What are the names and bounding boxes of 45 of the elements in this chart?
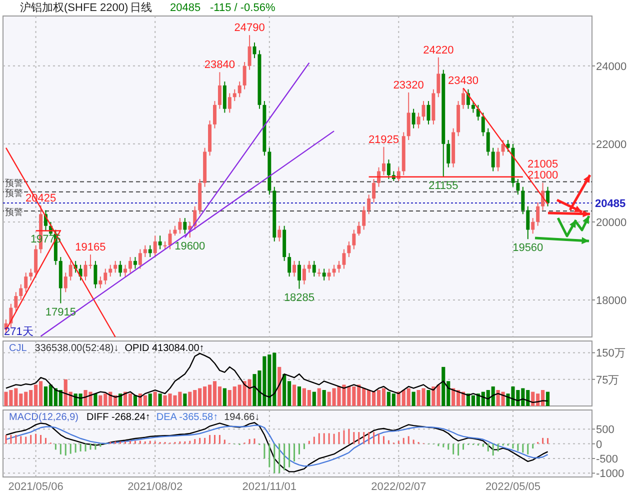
chart-title: 沪铝加权(SHFE 2200): [20, 1, 128, 14]
y-tick-label: 24000: [596, 60, 627, 73]
y-tick-label: 20000: [596, 216, 627, 229]
y-tick-label: 75万: [596, 374, 620, 386]
text: DEA -365.58↑: [156, 412, 218, 423]
annotation: 21005: [527, 158, 558, 171]
annotation: 21000: [527, 170, 558, 182]
y-tick-label: -1000: [596, 468, 624, 480]
text: OPID 413084.00↑: [124, 343, 204, 354]
y-tick-label: 500: [596, 424, 614, 436]
x-tick-label: 2022/05/05: [485, 481, 540, 493]
annotation: 21925: [368, 134, 400, 146]
y-tick-label: 22000: [596, 138, 627, 151]
annotation: 336538.00(52:48)↓: [34, 343, 119, 354]
annotation: 21155: [428, 180, 458, 192]
x-tick-label: 2021/08/02: [128, 481, 183, 493]
ref-line-label: 20485: [595, 198, 626, 210]
y-tick-label: 18000: [596, 294, 627, 307]
y-tick-label: 150万: [596, 348, 626, 360]
ref-line-label: 预警: [5, 178, 23, 188]
annotation: 17915: [45, 306, 76, 318]
annotation: 23320: [393, 79, 424, 92]
annotation: 19560: [512, 242, 544, 254]
y-tick-label: 0: [596, 438, 602, 451]
annotation: 24790: [234, 22, 265, 34]
text: 20485: [170, 2, 201, 14]
chart-title: CJL: [9, 343, 28, 354]
annotation: 19600: [174, 240, 206, 253]
annotation: 23430: [448, 75, 479, 88]
annotation: 24220: [423, 44, 454, 56]
annotation: 23840: [204, 59, 236, 72]
x-tick-label: 2021/05/06: [8, 481, 64, 493]
annotation: 194.66↓: [224, 412, 260, 423]
annotation: 19165: [75, 242, 106, 254]
ref-line-label: 预警: [5, 188, 23, 198]
text: -115 / -0.56%: [210, 2, 276, 14]
x-tick-label: 2021/11/01: [242, 481, 297, 493]
annotation: 271天: [4, 326, 34, 338]
x-tick-label: 2022/02/07: [371, 481, 426, 493]
y-tick-label: -500: [596, 453, 618, 466]
chart-title: MACD(12,26,9): [9, 412, 78, 423]
chart-subtitle: 日线: [130, 1, 152, 14]
text: DIFF -268.24↑: [86, 412, 150, 423]
annotation: 18285: [284, 292, 315, 304]
ref-line-label: 预警: [5, 207, 23, 218]
